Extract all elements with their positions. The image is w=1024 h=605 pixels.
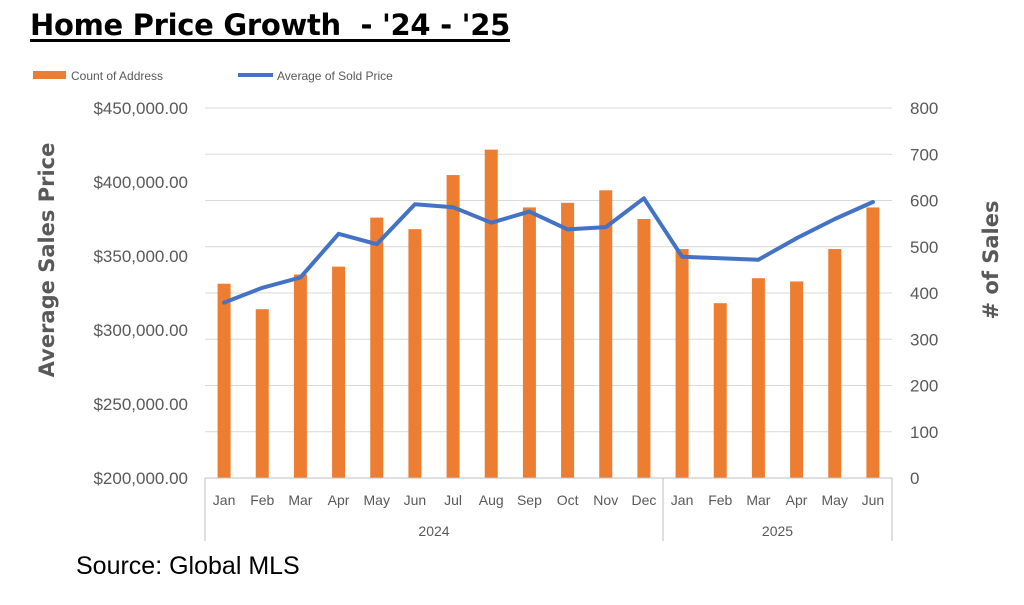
x-tick-label-dec: Dec [631,492,656,508]
left-axis-title: Average Sales Price [35,143,59,378]
bar-jan-2024 [217,283,231,478]
bar-may-2025 [828,249,842,478]
right-axis-ticks: 0 100 200 300 400 500 600 700 800 [910,99,938,488]
x-tick-label-oct: Oct [557,492,579,508]
source-note: Source: Global MLS [76,552,300,580]
right-tick-label: 700 [910,145,938,164]
bar-jul-2024 [446,175,460,478]
left-tick-label: $250,000.00 [93,395,188,414]
bar-jan-2025 [675,249,689,478]
x-tick-label-sep: Sep [517,492,542,508]
right-tick-label: 600 [910,192,938,211]
left-tick-label: $400,000.00 [93,173,188,192]
right-tick-label: 100 [910,423,938,442]
bar-apr-2024 [332,266,346,478]
x-year-label: 2025 [762,523,793,539]
bar-may-2024 [370,217,384,479]
x-tick-label-feb: Feb [250,492,274,508]
left-tick-label: $350,000.00 [93,247,188,266]
x-tick-label-jul: Jul [444,492,462,508]
right-tick-label: 0 [910,469,919,488]
bar-mar-2024 [293,274,307,478]
bar-feb-2025 [713,303,727,478]
right-tick-label: 200 [910,377,938,396]
right-tick-label: 400 [910,284,938,303]
line-series [222,196,875,305]
right-axis-title: # of Sales [979,200,1003,319]
bar-oct-2024 [561,202,575,478]
x-tick-label-mar: Mar [288,492,312,508]
bar-feb-2024 [255,309,269,478]
left-axis-ticks: $200,000.00 $250,000.00 $300,000.00 $350,00… [93,99,188,488]
x-tick-label-aug: Aug [479,492,504,508]
left-tick-label: $300,000.00 [93,321,188,340]
bar-aug-2024 [484,149,498,478]
bar-dec-2024 [637,219,651,478]
category-axis: Jan Feb Mar Apr May Jun Jul Aug Sep Oct Nov Dec Jan F… [204,477,893,541]
bar-apr-2025 [790,281,804,478]
legend-label-count: Count of Address [71,69,163,83]
bar-series [217,149,880,479]
right-tick-label: 300 [910,330,938,349]
chart-title: Home Price Growth - '24 - '25 [30,8,510,42]
x-tick-label-jun: Jun [404,492,427,508]
x-tick-label-jan: Jan [213,492,236,508]
x-tick-label-apr: Apr [328,492,350,508]
bar-sep-2024 [522,207,536,478]
x-tick-label-feb: Feb [708,492,732,508]
right-tick-label: 500 [910,238,938,257]
left-tick-label: $450,000.00 [93,99,188,118]
legend-label-price: Average of Sold Price [277,69,393,83]
x-tick-label-jan: Jan [671,492,694,508]
bar-nov-2024 [599,190,613,478]
legend-swatch-count [33,71,66,79]
x-tick-label-apr: Apr [786,492,808,508]
x-tick-label-mar: Mar [746,492,770,508]
legend: Count of Address Average of Sold Price [33,69,393,83]
x-tick-label-nov: Nov [593,492,618,508]
right-tick-label: 800 [910,99,938,118]
x-tick-label-may: May [822,492,848,508]
bar-jun-2024 [408,229,422,478]
x-tick-label-may: May [364,492,390,508]
left-tick-label: $200,000.00 [93,469,188,488]
x-tick-label-jun: Jun [862,492,885,508]
sold-price-line [222,196,875,305]
bar-jun-2025 [866,207,880,478]
bar-mar-2025 [751,278,765,478]
x-year-label: 2024 [418,523,449,539]
